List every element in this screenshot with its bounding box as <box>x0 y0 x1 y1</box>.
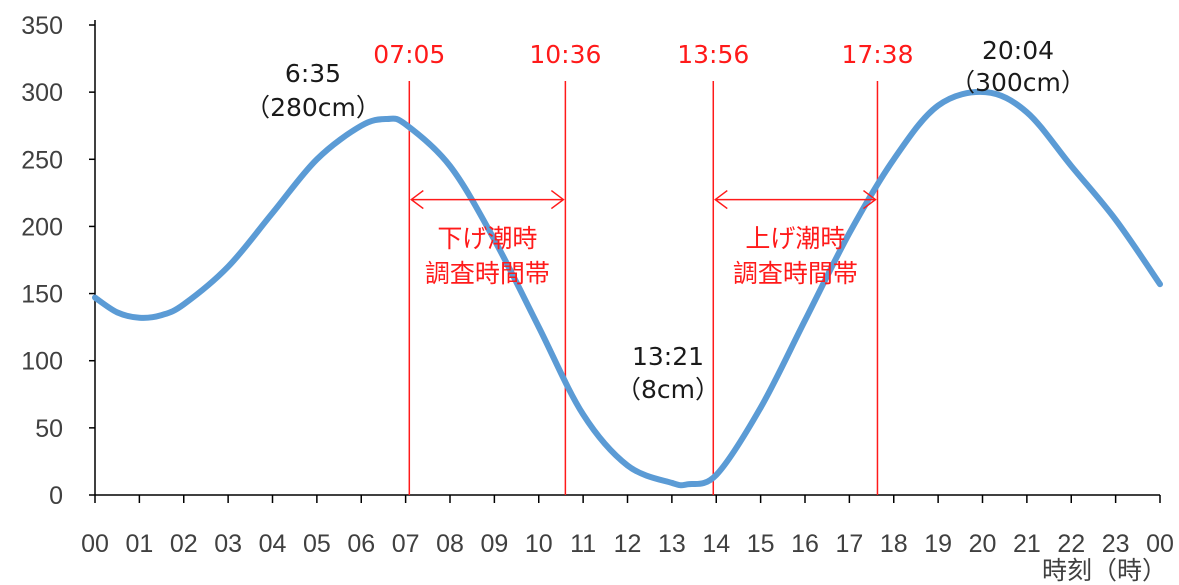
x-tick-label: 21 <box>1013 530 1041 558</box>
y-tick-label: 250 <box>21 146 63 174</box>
survey-time-label: 13:56 <box>677 40 749 69</box>
y-tick-label: 0 <box>49 482 63 510</box>
x-tick-label: 15 <box>747 530 775 558</box>
x-tick-label: 22 <box>1057 530 1085 558</box>
y-tick-label: 150 <box>21 281 63 309</box>
y-tick-label: 100 <box>21 348 63 376</box>
x-tick-label: 12 <box>614 530 642 558</box>
range-arrow-head-right <box>550 189 565 210</box>
x-tick-label: 18 <box>880 530 908 558</box>
x-tick-label: 20 <box>969 530 997 558</box>
tide-annotation-time: 6:35 <box>285 59 341 88</box>
x-tick-label: 14 <box>702 530 730 558</box>
range-label-line1: 下げ潮時 <box>437 224 537 253</box>
range-arrow-head-right <box>863 189 877 210</box>
tide-annotation-time: 13:21 <box>632 342 704 371</box>
x-tick-label: 01 <box>125 530 153 558</box>
x-tick-label: 05 <box>303 530 331 558</box>
x-tick-label: 10 <box>525 530 553 558</box>
x-tick-label: 00 <box>1146 530 1174 558</box>
axes <box>89 20 1161 503</box>
x-tick-label: 17 <box>835 530 863 558</box>
y-tick-label: 350 <box>21 12 63 40</box>
y-tick-label: 50 <box>35 415 63 443</box>
range-arrow-head-left <box>714 189 728 210</box>
x-tick-label: 07 <box>392 530 420 558</box>
survey-time-label: 17:38 <box>841 40 913 69</box>
survey-time-label: 10:36 <box>529 40 601 69</box>
tide-annotation-level: （300cm） <box>950 68 1086 97</box>
x-tick-label: 02 <box>170 530 198 558</box>
x-tick-label: 04 <box>259 530 287 558</box>
range-label-line2: 調査時間帯 <box>425 259 550 288</box>
x-tick-label: 09 <box>480 530 508 558</box>
tide-annotation-level: （280cm） <box>245 93 381 122</box>
x-tick-label: 03 <box>214 530 242 558</box>
x-tick-label: 23 <box>1102 530 1130 558</box>
x-tick-label: 16 <box>791 530 819 558</box>
range-label-line2: 調査時間帯 <box>733 259 858 288</box>
x-tick-label: 00 <box>81 530 109 558</box>
tide-line <box>92 88 1163 489</box>
tide-annotations: 6:35 （280cm） 13:21 （8cm） 20:04 （300cm） <box>245 36 1086 404</box>
x-tick-label: 13 <box>658 530 686 558</box>
y-tick-label: 200 <box>21 213 63 241</box>
x-tick-label: 11 <box>570 530 596 558</box>
survey-time-lines: 07:05 10:36 13:56 17:38 <box>373 40 913 495</box>
tide-annotation-level: （8cm） <box>616 375 720 404</box>
x-tick-label: 19 <box>924 530 952 558</box>
x-tick-label: 06 <box>347 530 375 558</box>
tide-annotation-time: 20:04 <box>982 36 1054 65</box>
x-axis-label: 時刻（時） <box>1042 556 1167 585</box>
tick-labels: 0 50 100 150 200 250 300 350 00 01 02 03 04 05 06 07 08 0… <box>21 12 1174 558</box>
survey-time-label: 07:05 <box>373 40 445 69</box>
tide-series <box>92 88 1163 489</box>
range-label-line1: 上げ潮時 <box>745 224 845 253</box>
x-tick-label: 08 <box>436 530 464 558</box>
y-tick-label: 300 <box>21 79 63 107</box>
range-arrow-head-left <box>410 189 424 210</box>
